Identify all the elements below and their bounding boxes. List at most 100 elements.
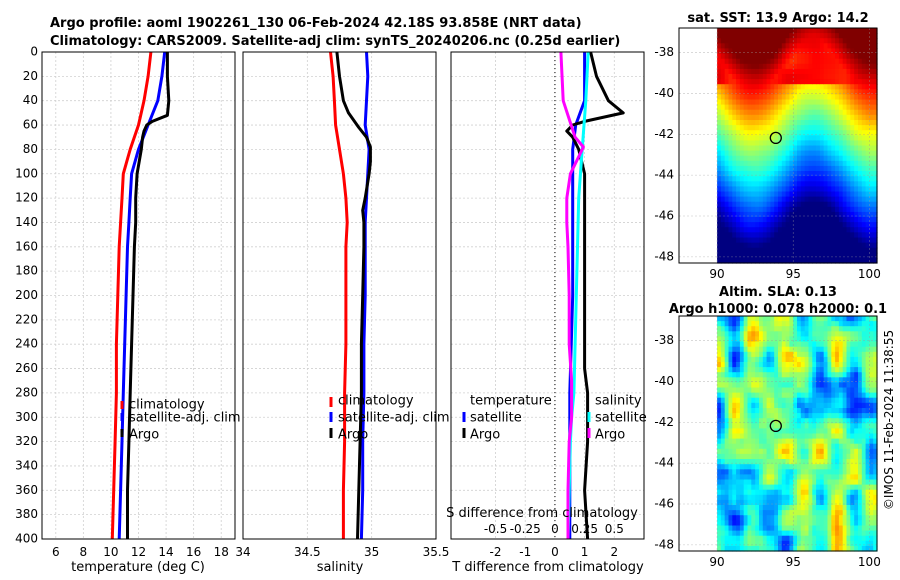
heatmap-cell [766, 247, 771, 254]
heatmap-cell [858, 217, 863, 223]
heatmap-cell [823, 362, 829, 368]
heatmap-cell [762, 505, 768, 511]
heatmap-cell [858, 191, 863, 198]
heatmap-cell [858, 515, 863, 521]
heatmap-cell [762, 428, 768, 435]
heatmap-cell [724, 438, 730, 445]
heatmap-cell [804, 206, 810, 213]
heatmap-cell [739, 33, 745, 39]
heatmap-cell [869, 494, 874, 501]
heatmap-cell [831, 99, 836, 106]
heatmap-cell [720, 321, 726, 327]
heatmap-cell [842, 130, 848, 136]
heatmap-cell [846, 242, 851, 249]
heatmap-cell [724, 494, 730, 501]
heatmap-cell [846, 326, 851, 332]
heatmap-cell [759, 33, 764, 39]
heatmap-cell [835, 150, 840, 157]
heatmap-cell [728, 377, 733, 383]
heatmap-cell [827, 140, 832, 147]
heatmap-cell [819, 351, 825, 358]
heatmap-cell [812, 104, 817, 111]
heatmap-cell [858, 176, 863, 182]
heatmap-cell [778, 206, 783, 213]
heatmap-cell [816, 540, 821, 547]
heatmap-cell [762, 201, 768, 208]
heatmap-cell [858, 227, 863, 233]
heatmap-cell [827, 413, 832, 419]
heatmap-cell [743, 418, 749, 424]
x-tick-label: 35.5 [423, 545, 450, 559]
heatmap-cell [755, 489, 760, 496]
heatmap-cell [850, 63, 855, 70]
heatmap-cell [827, 125, 832, 131]
heatmap-cell [819, 356, 825, 363]
heatmap-cell [762, 464, 768, 470]
heatmap-cell [823, 89, 829, 95]
heatmap-cell [743, 242, 749, 249]
heatmap-cell [739, 428, 745, 435]
heatmap-cell [762, 176, 768, 182]
heatmap-cell [778, 171, 783, 177]
heatmap-cell [785, 217, 790, 223]
heatmap-cell [835, 499, 840, 506]
heatmap-cell [766, 150, 771, 157]
heatmap-cell [781, 58, 787, 65]
heatmap-cell [724, 499, 730, 506]
heatmap-cell [774, 206, 779, 213]
heatmap-cell [724, 362, 730, 368]
sla-lon-tick-labels: 90 95 100 [709, 555, 880, 569]
heatmap-cell [819, 99, 825, 106]
heatmap-cell [781, 176, 787, 182]
heatmap-cell [770, 433, 775, 440]
heatmap-cell [804, 68, 810, 75]
heatmap-cell [762, 247, 768, 254]
heatmap-cell [861, 217, 867, 223]
heatmap-cell [755, 28, 760, 34]
heatmap-cell [778, 326, 783, 332]
heatmap-cell [743, 443, 749, 450]
heatmap-cell [724, 510, 730, 516]
heatmap-cell [797, 540, 802, 547]
heatmap-cell [861, 464, 867, 470]
heatmap-cell [846, 321, 851, 327]
heatmap-cell [861, 237, 867, 244]
heatmap-cell [747, 418, 752, 424]
heatmap-cell [751, 499, 756, 506]
heatmap-cell [827, 43, 832, 49]
heatmap-cell [873, 84, 878, 90]
heatmap-cell [797, 109, 802, 116]
heatmap-cell [819, 326, 825, 332]
heatmap-cell [846, 53, 851, 60]
heatmap-cell [724, 387, 730, 394]
heatmap-cell [873, 48, 878, 55]
heatmap-cell [724, 356, 730, 363]
heatmap-cell [838, 33, 844, 39]
heatmap-cell [854, 510, 859, 516]
heatmap-cell [812, 321, 817, 327]
heatmap-cell [865, 135, 870, 141]
heatmap-cell [846, 484, 851, 491]
heatmap-cell [778, 53, 783, 60]
sst-map-frame [678, 27, 878, 264]
heatmap-cell [800, 459, 806, 465]
heatmap-cell [850, 217, 855, 223]
sla-map-frame [678, 315, 878, 552]
heatmap-cell [861, 196, 867, 203]
heatmap-cell [739, 377, 745, 383]
heatmap-cell [842, 84, 848, 90]
heatmap-cell [804, 351, 810, 358]
heatmap-cell [835, 346, 840, 353]
heatmap-cell [774, 326, 779, 332]
heatmap-cell [717, 484, 722, 491]
heatmap-cell [720, 120, 726, 126]
heatmap-cell [812, 145, 817, 152]
heatmap-cell [858, 377, 863, 383]
heatmap-cell [869, 181, 874, 187]
heatmap-cell [789, 150, 794, 157]
heatmap-cell [743, 372, 749, 378]
heatmap-cell [850, 176, 855, 182]
heatmap-cell [781, 387, 787, 394]
heatmap-cell [785, 474, 790, 481]
heatmap-cell [835, 474, 840, 481]
